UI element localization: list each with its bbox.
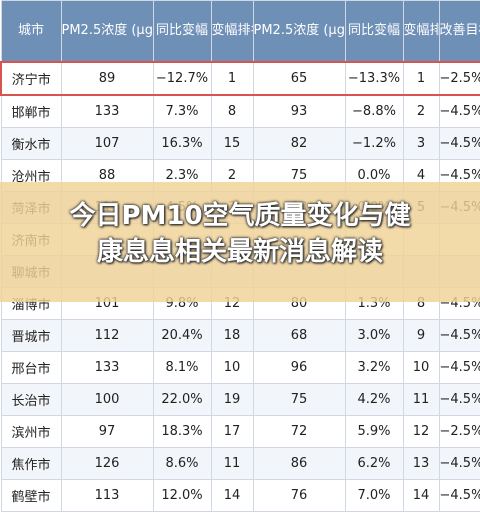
table-cell: 3.2%	[344, 351, 404, 384]
table-cell: 1	[210, 61, 254, 96]
table-row: 邯郸市 133 7.3% 8 93 −8.8% 2 −4.5%	[0, 94, 480, 128]
table-cell: −4.5%	[438, 479, 480, 512]
table-cell: −4.5%	[438, 94, 480, 128]
banner-title-line2: 康息息相关最新消息解读	[96, 237, 383, 267]
header-target: 改善目标	[438, 0, 480, 63]
header-change-a: 同比变幅	[152, 0, 212, 63]
header-change-b: 同比变幅	[344, 0, 404, 63]
table-cell: 17	[210, 415, 254, 448]
table-cell: 126	[60, 447, 154, 480]
table-cell: 11	[402, 383, 440, 416]
table-cell: 18.3%	[152, 415, 212, 448]
table-cell: 100	[60, 383, 154, 416]
table-row: 晋城市 112 20.4% 18 68 3.0% 9 −4.5%	[0, 319, 480, 352]
table-cell: 晋城市	[0, 319, 62, 352]
table-row: 鹤壁市 113 12.0% 14 76 7.0% 14 −4.5%	[0, 479, 480, 512]
table-cell: 济宁市	[0, 61, 62, 96]
table-cell: 12	[402, 415, 440, 448]
table-cell: 20.4%	[152, 319, 212, 352]
table-cell: 邢台市	[0, 351, 62, 384]
table-cell: 13	[402, 447, 440, 480]
table-cell: −2.5%	[438, 415, 480, 448]
table-cell: 长治市	[0, 383, 62, 416]
table-cell: 衡水市	[0, 127, 62, 160]
table-cell: 22.0%	[152, 383, 212, 416]
table-row: 焦作市 126 8.6% 11 86 6.2% 13 −4.5%	[0, 447, 480, 480]
table-cell: 8	[210, 94, 254, 128]
table-cell: 14	[402, 479, 440, 512]
table-cell: 113	[60, 479, 154, 512]
table-cell: 133	[60, 94, 154, 128]
header-pm25-a: PM2.5浓度 (μg/m³)	[60, 0, 154, 63]
table-cell: 3	[402, 127, 440, 160]
table-cell: 11	[210, 447, 254, 480]
table-cell: −2.5%	[438, 61, 480, 96]
table-cell: 16.3%	[152, 127, 212, 160]
table-cell: −4.5%	[438, 447, 480, 480]
table-cell: 6.2%	[344, 447, 404, 480]
table-cell: −4.5%	[438, 319, 480, 352]
header-city: 城市	[0, 0, 62, 63]
table-cell: 8.6%	[152, 447, 212, 480]
table-cell: 107	[60, 127, 154, 160]
table-cell: −13.3%	[344, 61, 404, 96]
table-cell: 10	[210, 351, 254, 384]
table-cell: 14	[210, 479, 254, 512]
table-cell: 96	[252, 351, 346, 384]
table-cell: 72	[252, 415, 346, 448]
table-cell: 93	[252, 94, 346, 128]
table-cell: 4.2%	[344, 383, 404, 416]
table-cell: 7.3%	[152, 94, 212, 128]
table-cell: 8.1%	[152, 351, 212, 384]
header-rank-a: 变幅排名	[210, 0, 254, 63]
table-cell: 1	[402, 61, 440, 96]
table-cell: −4.5%	[438, 127, 480, 160]
table-row: 济宁市 89 −12.7% 1 65 −13.3% 1 −2.5%	[0, 61, 480, 96]
table-cell: 5.9%	[344, 415, 404, 448]
table-cell: −4.5%	[438, 351, 480, 384]
table-cell: 鹤壁市	[0, 479, 62, 512]
table-row: 邢台市 133 8.1% 10 96 3.2% 10 −4.5%	[0, 351, 480, 384]
table-cell: 76	[252, 479, 346, 512]
table-cell: −12.7%	[152, 61, 212, 96]
header-row: 城市 PM2.5浓度 (μg/m³) 同比变幅 变幅排名 PM2.5浓度 (μg…	[0, 0, 480, 63]
table-row: 滨州市 97 18.3% 17 72 5.9% 12 −2.5%	[0, 415, 480, 448]
table-cell: 18	[210, 319, 254, 352]
table-cell: 9	[402, 319, 440, 352]
table-cell: 19	[210, 383, 254, 416]
table-cell: 133	[60, 351, 154, 384]
table-cell: 滨州市	[0, 415, 62, 448]
title-banner	[0, 182, 480, 302]
banner-title: 今日PM10空气质量变化与健 康息息相关最新消息解读	[0, 198, 480, 270]
table-cell: 10	[402, 351, 440, 384]
table-cell: 82	[252, 127, 346, 160]
table-cell: 65	[252, 61, 346, 96]
header-pm25-b: PM2.5浓度 (μg/m³)	[252, 0, 346, 63]
header-rank-b: 变幅排名	[402, 0, 440, 63]
table-cell: −4.5%	[438, 383, 480, 416]
banner-title-line1: 今日PM10空气质量变化与健	[69, 201, 411, 231]
table-cell: 邯郸市	[0, 94, 62, 128]
table-cell: 112	[60, 319, 154, 352]
table-cell: 7.0%	[344, 479, 404, 512]
table-cell: 3.0%	[344, 319, 404, 352]
table-row: 长治市 100 22.0% 19 75 4.2% 11 −4.5%	[0, 383, 480, 416]
table-cell: 89	[60, 61, 154, 96]
table-cell: 2	[402, 94, 440, 128]
table-cell: 75	[252, 383, 346, 416]
table-cell: 86	[252, 447, 346, 480]
table-cell: 97	[60, 415, 154, 448]
table-cell: 12.0%	[152, 479, 212, 512]
table-cell: −1.2%	[344, 127, 404, 160]
table-cell: −8.8%	[344, 94, 404, 128]
table-cell: 15	[210, 127, 254, 160]
table-cell: 焦作市	[0, 447, 62, 480]
table-row: 衡水市 107 16.3% 15 82 −1.2% 3 −4.5%	[0, 127, 480, 160]
table-cell: 68	[252, 319, 346, 352]
